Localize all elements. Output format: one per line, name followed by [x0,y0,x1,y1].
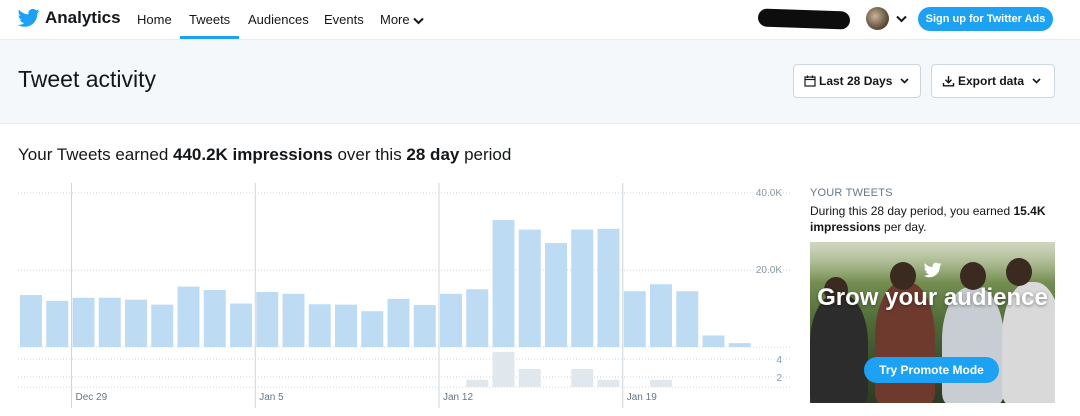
export-data-button[interactable]: Export data [931,64,1055,98]
promote-mode-card[interactable]: Grow your audience Try Promote Mode [810,242,1055,403]
chart-bar [282,293,305,347]
chart-bar [597,228,620,347]
nav-more[interactable]: More [380,12,424,27]
brand-title: Analytics [45,8,121,27]
summary-period: 28 day [406,145,460,164]
export-data-label: Export data [958,74,1025,88]
chart-x-tick-label: Jan 19 [627,392,657,403]
promo-person-head [960,262,986,290]
chart-secondary-bar [571,369,594,387]
promo-person-head [824,277,848,303]
chart-bar [308,304,331,347]
promo-person-head [1006,258,1032,286]
chart-bar [203,290,226,347]
calendar-icon [804,75,816,87]
page-title: Tweet activity [18,66,157,92]
summary-suffix: period [459,145,512,164]
chart-secondary-bar [492,351,515,387]
redacted-username [757,8,851,30]
summary-impressions: 440.2K impressions [173,145,333,164]
chart-bar [440,293,462,347]
sidebar-daily-impressions: 15.4K impressions [810,204,1046,234]
chart-secondary-bar [650,379,672,387]
promo-person [1002,282,1055,403]
chart-bar [256,291,279,347]
promo-person [810,294,868,403]
chart-bar [518,229,541,347]
chart-bar [728,343,751,347]
chart-y-tick-label: 4 [776,355,782,366]
chevron-down-icon [900,78,909,84]
chart-secondary-bar [518,369,541,387]
nav-events[interactable]: Events [324,12,364,27]
sign-up-ads-button[interactable]: Sign up for Twitter Ads [918,7,1053,31]
chevron-down-icon [1032,78,1041,84]
chart-bar [177,286,200,347]
account-chevron-down-icon[interactable] [896,15,907,23]
promo-person [942,287,1004,403]
chart-bar [387,298,410,347]
sidebar-text-prefix: During this 28 day period, you earned [810,204,1014,218]
chart-secondary-bar [466,379,489,387]
sidebar-text: During this 28 day period, you earned 15… [810,203,1060,235]
twitter-bird-icon [924,262,942,278]
nav-more-label: More [380,12,410,27]
promo-person-head [890,262,916,290]
date-range-label: Last 28 Days [819,74,893,88]
chart-bar [702,335,725,347]
promo-title: Grow your audience [817,284,1048,311]
chart-y-tick-label: 2 [776,373,782,384]
chart-bar [492,219,515,347]
impressions-summary: Your Tweets earned 440.2K impressions ov… [18,145,511,165]
nav-tweets[interactable]: Tweets [189,12,231,27]
chevron-down-icon [412,17,424,24]
chart-bar [650,284,672,347]
brand[interactable]: Analytics [18,8,121,28]
nav-home[interactable]: Home [137,12,172,27]
avatar[interactable] [866,7,889,30]
sidebar-heading: YOUR TWEETS [810,187,893,199]
summary-middle: over this [332,145,407,164]
chart-bar [413,305,436,347]
chart-secondary-bar [597,379,620,387]
page-header: Tweet activity Last 28 Days Export data [0,40,1080,124]
chart-y-tick-label: 20.0K [756,265,782,276]
chart-bar [72,297,95,347]
chart-bar [676,291,699,347]
chart-bar [46,300,69,347]
download-icon [942,76,955,87]
chart-x-tick-label: Dec 29 [76,392,108,403]
chart-bar [623,291,646,347]
chart-y-tick-label: 40.0K [756,188,782,199]
summary-prefix: Your Tweets earned [18,145,174,164]
date-range-button[interactable]: Last 28 Days [793,64,921,98]
chart-bar [20,295,42,347]
twitter-bird-icon [18,8,40,27]
chart-bar [125,299,147,347]
chart-bar [98,297,121,347]
chart-bar [571,229,594,347]
chart-bar [361,311,384,347]
chart-x-tick-label: Jan 5 [259,392,284,403]
nav-audiences[interactable]: Audiences [248,12,309,27]
try-promote-mode-button[interactable]: Try Promote Mode [864,357,999,383]
top-nav: Analytics Home Tweets Audiences Events M… [0,0,1080,40]
chart-bar [466,289,489,347]
chart-bar [545,243,567,347]
chart-bar [151,304,174,347]
impressions-chart: Dec 29 Jan 5 Jan 12 Jan 19 40.0K 20.0K 4 2 [18,183,790,408]
chart-bar [230,303,252,347]
active-tab-indicator [180,36,239,39]
chart-bar [335,304,357,347]
chart-x-tick-label: Jan 12 [443,392,473,403]
sidebar-text-suffix: per day. [880,220,927,234]
